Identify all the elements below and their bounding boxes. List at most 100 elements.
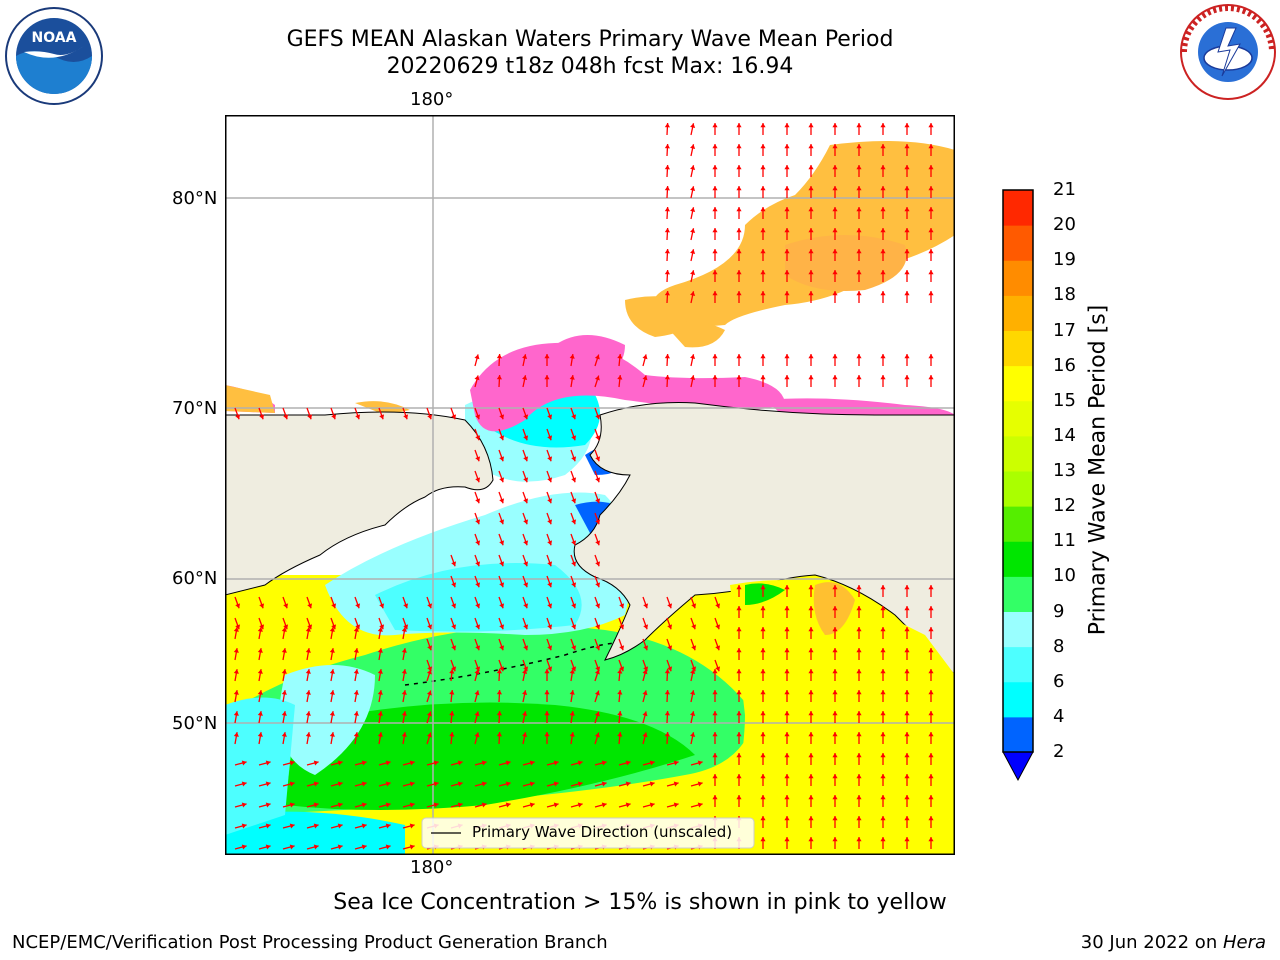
wave-arrow-head [808,207,814,212]
wave-arrow-head [547,435,553,441]
wave-arrow-head [547,414,553,420]
wave-arrow-head [457,781,463,787]
wave-arrow-head [523,477,529,483]
wave-arrow-head [784,627,790,632]
wave-arrow-head [736,228,742,233]
wave-arrow-head [594,669,600,675]
wave-arrow-head [784,648,790,653]
wave-arrow-head [475,561,481,567]
wave-arrow-head [505,802,511,808]
wave-arrow-head [257,711,263,716]
wave-arrow-head [880,753,886,758]
wave-arrow-head [257,648,263,653]
wave-arrow-head [856,732,862,737]
wave-arrow-head [904,711,910,716]
map-title-line1: GEFS MEAN Alaskan Waters Primary Wave Me… [286,27,894,52]
wave-arrow-head [496,732,502,737]
wave-arrow-head [409,802,415,808]
wave-arrow-head [690,375,696,380]
wave-arrow-head [377,732,383,737]
wave-arrow-head [353,732,359,737]
wave-arrow-head [457,802,463,808]
wave-arrow-head [523,498,529,504]
wave-arrow-head [880,690,886,695]
wave-arrow-head [235,624,241,630]
wave-arrow-head [257,669,263,674]
wave-arrow-head [523,582,529,588]
wave-arrow-head [259,624,265,630]
wave-arrow-head [664,354,670,359]
wave-arrow-head [451,582,457,588]
wave-arrow-head [784,774,790,779]
footer-credit: NCEP/EMC/Verification Post Processing Pr… [12,932,608,953]
colorbar-tick-label: 13 [1053,460,1076,481]
colorbar-extend-triangle [1002,751,1034,782]
wave-arrow-head [523,540,529,546]
wave-arrow-head [736,291,742,296]
wave-arrow-head [305,627,311,632]
wave-arrow-head [642,690,648,696]
wave-arrow-head [736,690,742,695]
wave-arrow-head [690,165,696,170]
wave-arrow-head [928,207,934,212]
wave-arrow-head [625,802,631,808]
wave-arrow-head [904,249,910,254]
wave-arrow-head [481,781,487,787]
wave-arrow-head [880,207,886,212]
wave-arrow-head [481,760,487,766]
wave-arrow-head [529,781,535,787]
wave-arrow-head [496,669,502,674]
wave-arrow-head [904,207,910,212]
wave-arrow-head [619,603,625,609]
wave-arrow-head [880,165,886,170]
wave-arrow-head [305,711,311,716]
wave-arrow-head [690,123,696,128]
wave-arrow-head [736,669,742,674]
wave-arrow-head [712,753,718,758]
wave-arrow-head [305,690,311,695]
colorbar-segment [1003,365,1033,402]
colorbar-tick-label: 2 [1053,741,1065,762]
colorbar-segment [1003,541,1033,577]
wave-arrow-head [401,690,407,695]
wave-arrow-head [760,753,766,758]
wave-arrow-head [475,582,481,588]
wave-arrow-head [474,354,480,360]
wave-arrow-head [433,760,439,766]
wave-arrow-head [664,690,670,695]
colorbar-tick-label: 12 [1053,495,1076,517]
colorbar-segment [1003,716,1033,753]
wave-arrow-head [617,669,623,674]
wave-arrow-head [712,228,718,233]
colorbar-segment [1003,681,1033,718]
wave-arrow-head [880,711,886,716]
wave-arrow-head [904,795,910,800]
wave-arrow-head [353,711,359,716]
wave-arrow-head [474,732,480,738]
wave-arrow-head [784,270,790,275]
wave-arrow-head [571,477,577,483]
wave-arrow-head [832,816,838,821]
wave-arrow-head [571,561,577,567]
wave-arrow-head [426,669,432,675]
wave-arrow-head [736,270,742,275]
wave-arrow-head [856,123,862,128]
footer-host: Hera [1222,932,1266,953]
wave-arrow-head [595,477,601,483]
wave-arrow-head [784,585,790,590]
wave-arrow-head [808,753,814,758]
wave-arrow-head [928,585,934,590]
wave-arrow-head [642,354,648,360]
wave-arrow-head [697,781,703,787]
wave-arrow-head [904,270,910,275]
wave-arrow-head [377,690,383,695]
wave-arrow-head [664,711,670,716]
wave-arrow-head [505,760,511,766]
wave-arrow-head [664,144,670,149]
wave-arrow-head [409,823,415,829]
colorbar-tick-label: 14 [1053,424,1076,446]
wave-arrow-head [522,354,528,359]
wave-arrow-head [474,690,480,696]
wave-arrow-head [337,760,343,766]
wave-arrow-head [426,690,432,696]
